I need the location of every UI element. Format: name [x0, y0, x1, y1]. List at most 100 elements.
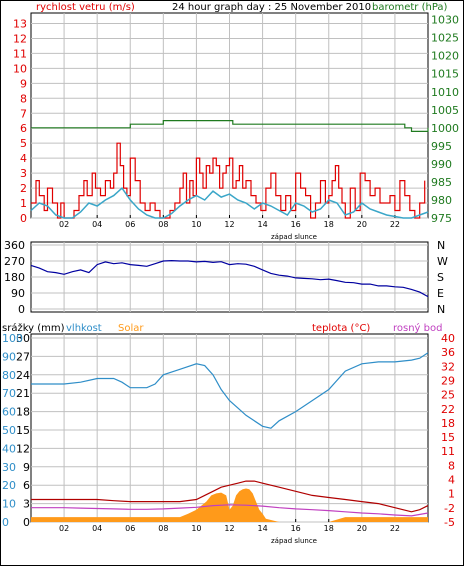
y-humidity-tick-label: 100	[2, 332, 23, 345]
y-left-tick-label: 12	[13, 32, 27, 45]
y-rain-tick-label: 12	[16, 442, 30, 455]
dewpoint-label: rosný bod	[393, 322, 442, 334]
y-right-tick-label: 1020	[431, 50, 459, 63]
y-left-tick-label: 1	[20, 197, 27, 210]
y-temp-tick-label: 22	[441, 403, 455, 416]
x-tick-label: 04	[92, 220, 102, 229]
x-tick-label: 12	[224, 220, 234, 229]
y-rain-tick-label: 27	[16, 350, 30, 363]
y-temp-tick-label: 40	[441, 332, 455, 345]
y-rain-tick-label: 24	[16, 369, 30, 382]
x-tick-label: 08	[158, 220, 168, 229]
y-humidity-tick-label: 80	[2, 369, 16, 382]
temperature-line	[31, 480, 429, 513]
chart-title: 24 hour graph day : 25 November 2010	[172, 2, 371, 13]
wind-speed-label: rychlost vetru (m/s)	[36, 2, 135, 13]
y-right-tick-label: 1015	[431, 68, 459, 81]
solar-label: Solar	[118, 323, 144, 334]
dewpoint-line	[31, 504, 429, 517]
y-left-tick-label: 0	[20, 212, 27, 225]
x-tick-label: 20	[357, 220, 367, 229]
y-humidity-tick-label: 50	[2, 424, 16, 437]
rain-humidity-temp-panel: 0369121518212427300102030405060708090100…	[2, 332, 455, 533]
y-rain-tick-label: 15	[16, 424, 30, 437]
solar-area	[31, 488, 428, 522]
temperature-label: teplota (°C)	[312, 323, 370, 334]
y-temp-tick-label: 32	[441, 360, 455, 373]
y-humidity-tick-label: 20	[2, 479, 16, 492]
y-left-tick-label: 3	[20, 167, 27, 180]
sunset-label-1: západ slunce	[271, 233, 317, 241]
x-tick-label: 10	[191, 220, 201, 229]
y-left-tick-label: 270	[4, 255, 25, 268]
x-tick-label: 22	[390, 220, 400, 229]
x-tick-label: 06	[125, 220, 135, 229]
x-tick-label: 02	[59, 220, 69, 229]
x-tick-label: 12	[224, 524, 234, 533]
y-left-tick-label: 360	[4, 239, 25, 252]
y-temp-tick-label: 18	[441, 417, 455, 430]
y-humidity-tick-label: 0	[2, 516, 9, 529]
y-humidity-tick-label: 10	[2, 498, 16, 511]
y-right-tick-label: W	[437, 255, 448, 268]
y-right-tick-label: 1010	[431, 86, 459, 99]
y-rain-tick-label: 0	[23, 516, 30, 529]
y-left-tick-label: 7	[20, 107, 27, 120]
y-temp-tick-label: 36	[441, 346, 455, 359]
x-tick-label: 22	[390, 524, 400, 533]
y-temp-tick-label: 25	[441, 389, 455, 402]
y-left-tick-label: 180	[4, 271, 25, 284]
y-left-tick-label: 8	[20, 92, 27, 105]
y-left-tick-label: 0	[18, 303, 25, 316]
y-right-tick-label: E	[437, 287, 444, 300]
x-tick-label: 18	[324, 524, 334, 533]
y-left-tick-label: 11	[13, 47, 27, 60]
x-tick-label: 06	[125, 524, 135, 533]
rain-label: srážky (mm)	[2, 322, 65, 334]
y-rain-tick-label: 21	[16, 387, 30, 400]
y-temp-tick-label: 4	[448, 474, 455, 487]
y-temp-tick-label: 29	[441, 374, 455, 387]
x-tick-label: 10	[191, 524, 201, 533]
y-temp-tick-label: 15	[441, 431, 455, 444]
y-temp-tick-label: 8	[448, 459, 455, 472]
y-right-tick-label: N	[437, 239, 445, 252]
y-right-tick-label: 980	[431, 194, 452, 207]
pressure-line	[31, 120, 429, 132]
humidity-label: vlhkost	[66, 323, 102, 334]
y-humidity-tick-label: 40	[2, 442, 16, 455]
wind-pressure-panel: 0123456789101112139759809859909951000100…	[13, 12, 459, 229]
y-humidity-tick-label: 60	[2, 406, 16, 419]
y-temp-tick-label: -2	[444, 502, 455, 515]
y-rain-tick-label: 3	[23, 498, 30, 511]
pressure-label: barometr (hPa)	[372, 2, 448, 13]
x-tick-label: 16	[291, 524, 301, 533]
y-right-tick-label: N	[437, 303, 445, 316]
y-right-tick-label: 985	[431, 176, 452, 189]
y-left-tick-label: 2	[20, 182, 27, 195]
y-rain-tick-label: 6	[23, 479, 30, 492]
y-left-tick-label: 6	[20, 122, 27, 135]
y-left-tick-label: 9	[20, 77, 27, 90]
y-humidity-tick-label: 70	[2, 387, 16, 400]
y-temp-tick-label: -5	[444, 516, 455, 529]
humidity-line	[31, 352, 429, 429]
x-tick-label: 18	[324, 220, 334, 229]
y-humidity-tick-label: 30	[2, 461, 16, 474]
y-left-tick-label: 90	[11, 287, 25, 300]
x-tick-label: 02	[59, 524, 69, 533]
wind-speed-line	[31, 142, 426, 219]
x-tick-label: 20	[357, 524, 367, 533]
y-left-tick-label: 13	[13, 17, 27, 30]
y-rain-tick-label: 30	[16, 332, 30, 345]
y-right-tick-label: 975	[431, 212, 452, 225]
sunset-label-3: západ slunce	[271, 537, 317, 545]
y-rain-tick-label: 18	[16, 406, 30, 419]
x-tick-label: 04	[92, 524, 102, 533]
x-tick-label: 14	[257, 524, 267, 533]
y-right-tick-label: 1030	[431, 14, 459, 27]
y-rain-tick-label: 9	[23, 461, 30, 474]
y-temp-tick-label: 11	[441, 445, 455, 458]
